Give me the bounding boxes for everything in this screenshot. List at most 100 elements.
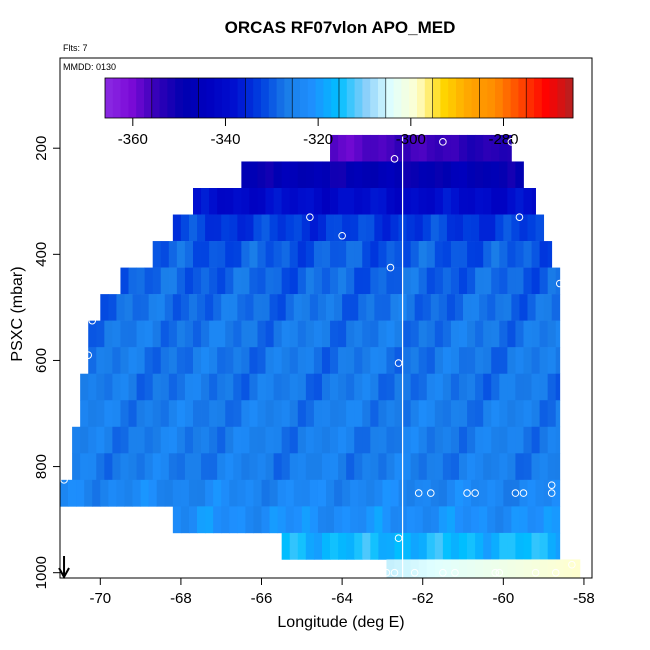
heatmap-cell (378, 426, 387, 454)
colorbar-cell (190, 78, 199, 118)
heatmap-cell (499, 400, 508, 428)
heatmap-cell (257, 188, 266, 215)
heatmap-cell (346, 134, 355, 162)
data-point (394, 534, 403, 543)
heatmap-cell (132, 294, 142, 321)
heatmap-cell (491, 426, 500, 454)
heatmap-cell (281, 453, 291, 481)
heatmap-cell (120, 426, 129, 454)
heatmap-cell (507, 161, 516, 189)
heatmap-cell (297, 532, 307, 560)
heatmap-cell (378, 532, 387, 560)
data-point (439, 568, 447, 577)
heatmap-cell (261, 214, 270, 242)
heatmap-cell (285, 479, 295, 507)
heatmap-cell (128, 426, 137, 454)
axes: -70 -68 -66 -64 -62 -60 -58 200 400 600 800 1000 (33, 136, 595, 607)
heatmap-cell (237, 506, 246, 534)
heatmap-cell (463, 479, 472, 507)
heatmap-cell (132, 479, 142, 507)
colorbar-cell (120, 78, 129, 118)
heatmap-cell (305, 320, 315, 348)
heatmap-cell (342, 294, 351, 321)
heatmap-cell (378, 188, 387, 215)
heatmap-cell (112, 400, 121, 428)
heatmap-cells (60, 134, 581, 579)
heatmap-cell (201, 373, 210, 401)
heatmap-cell (555, 347, 561, 375)
heatmap-cell (374, 506, 383, 534)
heatmap-cell (281, 347, 291, 375)
heatmap-cell (249, 373, 258, 401)
heatmap-cell (346, 188, 355, 215)
heatmap-cell (313, 400, 323, 428)
heatmap-cell (487, 506, 496, 534)
colorbar-frame (104, 77, 574, 119)
heatmap-cell (164, 479, 174, 507)
heatmap-cell (370, 267, 379, 295)
heatmap-cell (354, 161, 363, 189)
heatmap-cell (225, 400, 234, 428)
colorbar-cell (292, 78, 301, 118)
heatmap-cell (382, 294, 391, 321)
heatmap-cell (454, 506, 464, 534)
heatmap-cell (293, 479, 303, 507)
heatmap-cell (144, 426, 154, 454)
heatmap-cell (265, 426, 275, 454)
colorbar-cell (385, 78, 394, 118)
data-point (306, 213, 314, 221)
heatmap-cell (261, 506, 270, 534)
heatmap-cell (442, 453, 452, 481)
heatmap-cell (338, 347, 347, 375)
heatmap-cell (168, 400, 178, 428)
heatmap-cell (342, 506, 351, 534)
data-point (410, 568, 419, 577)
heatmap-cell (551, 506, 561, 534)
heatmap-cell (301, 479, 311, 507)
heatmap-cell (507, 320, 516, 348)
heatmap-cell (317, 506, 327, 534)
heatmap-cell (201, 241, 210, 268)
heatmap-cell (160, 400, 170, 428)
heatmap-cell (301, 506, 311, 534)
heatmap-cell (354, 188, 363, 215)
heatmap-cell (241, 347, 250, 375)
heatmap-cell (293, 214, 303, 242)
y-tick-label: 600 (33, 348, 50, 373)
heatmap-cell (205, 479, 214, 507)
heatmap-cell (205, 506, 214, 534)
heatmap-cell (201, 453, 210, 481)
heatmap-cell (446, 506, 456, 534)
heatmap-cell (426, 373, 436, 401)
heatmap-cell (467, 188, 476, 215)
heatmap-cell (499, 241, 508, 268)
heatmap-cell (531, 267, 541, 295)
heatmap-cell (446, 479, 456, 507)
heatmap-cell (172, 506, 182, 534)
x-tick-label: -70 (89, 590, 111, 607)
heatmap-cell (394, 453, 403, 481)
heatmap-cell (370, 241, 379, 268)
heatmap-cell (410, 188, 420, 215)
heatmap-cell (104, 347, 113, 375)
heatmap-cell (418, 241, 428, 268)
heatmap-cell (88, 347, 97, 375)
heatmap-cell (515, 241, 524, 268)
heatmap-cell (418, 453, 428, 481)
heatmap-cell (313, 161, 323, 189)
heatmap-cell (249, 320, 258, 348)
heatmap-cell (523, 267, 532, 295)
heatmap-cell (459, 373, 468, 401)
heatmap-cell (491, 267, 500, 295)
heatmap-cell (374, 294, 383, 321)
heatmap-cell (402, 134, 412, 162)
colorbar-cell (105, 78, 114, 118)
heatmap-cell (160, 320, 170, 348)
heatmap-cell (249, 267, 258, 295)
data-point (60, 476, 68, 484)
heatmap-cell (289, 188, 299, 215)
heatmap-cell (434, 426, 444, 454)
heatmap-cell (152, 347, 162, 375)
heatmap-cell (362, 320, 371, 348)
heatmap-cell (523, 400, 532, 428)
